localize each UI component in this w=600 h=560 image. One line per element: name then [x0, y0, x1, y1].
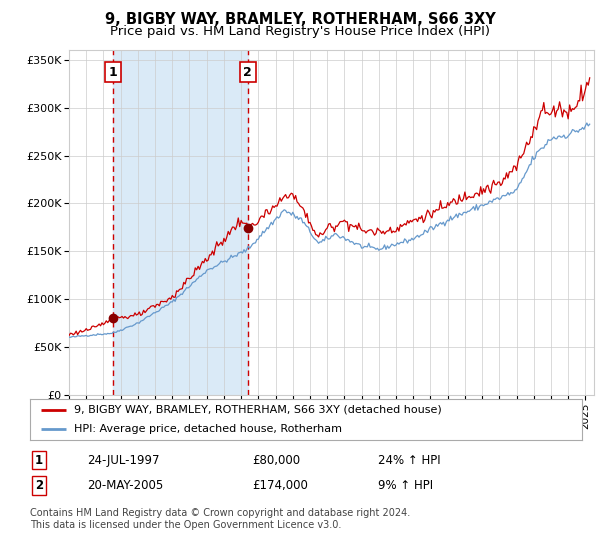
Text: 2: 2: [35, 479, 43, 492]
Text: This data is licensed under the Open Government Licence v3.0.: This data is licensed under the Open Gov…: [30, 520, 341, 530]
Text: 9% ↑ HPI: 9% ↑ HPI: [378, 479, 433, 492]
Text: 2: 2: [243, 66, 252, 79]
Text: 1: 1: [109, 66, 118, 79]
Text: £174,000: £174,000: [252, 479, 308, 492]
Text: 20-MAY-2005: 20-MAY-2005: [87, 479, 163, 492]
Text: 9, BIGBY WAY, BRAMLEY, ROTHERHAM, S66 3XY (detached house): 9, BIGBY WAY, BRAMLEY, ROTHERHAM, S66 3X…: [74, 405, 442, 415]
Text: 24% ↑ HPI: 24% ↑ HPI: [378, 454, 440, 467]
Text: 24-JUL-1997: 24-JUL-1997: [87, 454, 160, 467]
Bar: [113, 50, 248, 395]
Text: 9, BIGBY WAY, BRAMLEY, ROTHERHAM, S66 3XY: 9, BIGBY WAY, BRAMLEY, ROTHERHAM, S66 3X…: [104, 12, 496, 27]
Text: 1: 1: [35, 454, 43, 467]
Text: £80,000: £80,000: [252, 454, 300, 467]
Text: Contains HM Land Registry data © Crown copyright and database right 2024.: Contains HM Land Registry data © Crown c…: [30, 508, 410, 519]
Text: Price paid vs. HM Land Registry's House Price Index (HPI): Price paid vs. HM Land Registry's House …: [110, 25, 490, 38]
Text: HPI: Average price, detached house, Rotherham: HPI: Average price, detached house, Roth…: [74, 424, 342, 434]
